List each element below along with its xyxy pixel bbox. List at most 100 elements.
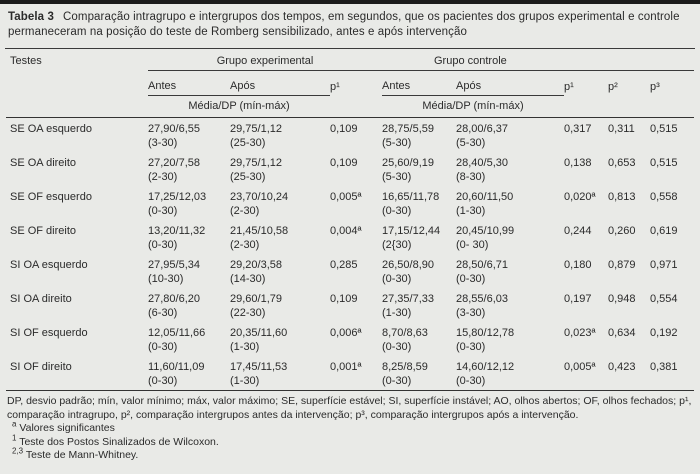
column-header-p-exp: p¹	[330, 80, 340, 93]
p3-value: 0,619	[650, 220, 694, 254]
footnote-text: Teste dos Postos Sinalizados de Wilcoxon…	[19, 435, 219, 448]
table-row: SI OA esquerdo 27,95/5,34 (10-30) 29,20/3,5…	[6, 254, 694, 288]
cell-range: (1-30)	[382, 306, 412, 319]
cell-range: (2-30)	[230, 238, 260, 251]
spacer-cell	[330, 95, 382, 118]
cell-value: 0,311	[608, 123, 635, 135]
spacer-cell	[564, 95, 608, 118]
cell-value: 25,60/9,19	[382, 157, 434, 169]
p-exp-value: 0,109	[330, 152, 382, 186]
column-header-p3: p³	[650, 80, 660, 93]
cell-range: (5-30)	[456, 136, 486, 149]
results-table: Testes Grupo experimental Grupo controle…	[6, 49, 694, 390]
cell-value: SE OA direito	[10, 157, 77, 169]
exp-antes-value: 12,05/11,66 (0-30)	[148, 322, 230, 356]
cell-range: (1-30)	[230, 374, 260, 387]
footnote-text: DP, desvio padrão; mín, valor mínimo; má…	[7, 395, 692, 421]
p1-value: 0,023ª	[564, 322, 608, 356]
cell-value: 13,20/11,32	[148, 225, 206, 237]
p1-value: 0,138	[564, 152, 608, 186]
cell-value: 0,109	[330, 293, 358, 305]
cell-value: 0,006ª	[330, 327, 362, 339]
column-header-p1: p¹	[564, 80, 574, 93]
ctrl-apos-value: 28,55/6,03 (3-30)	[456, 288, 564, 322]
cell-value: 0,423	[608, 361, 636, 373]
test-name: SE OA esquerdo	[6, 118, 148, 153]
cell-value: 17,25/12,03	[148, 191, 207, 203]
ctrl-apos-value: 28,40/5,30 (8-30)	[456, 152, 564, 186]
p-exp-value: 0,006ª	[330, 322, 382, 356]
ctrl-antes-value: 8,25/8,59 (0-30)	[382, 356, 456, 390]
test-name: SI OA esquerdo	[6, 254, 148, 288]
cell-value: 20,35/11,60	[230, 327, 288, 339]
cell-value: SI OF esquerdo	[10, 327, 88, 339]
cell-value: 28,50/6,71	[456, 259, 508, 271]
cell-value: 28,75/5,59	[382, 123, 434, 135]
cell-value: 0,554	[650, 293, 678, 305]
cell-value: 0,180	[564, 259, 592, 271]
ctrl-antes-value: 27,35/7,33 (1-30)	[382, 288, 456, 322]
p3-value: 0,515	[650, 118, 694, 153]
p3-value: 0,381	[650, 356, 694, 390]
exp-antes-value: 27,95/5,34 (10-30)	[148, 254, 230, 288]
cell-value: 0,285	[330, 259, 358, 271]
ctrl-antes-value: 26,50/8,90 (0-30)	[382, 254, 456, 288]
p1-value: 0,317	[564, 118, 608, 153]
cell-range: (25-30)	[230, 136, 266, 149]
p2-value: 0,653	[608, 152, 650, 186]
cell-range: (2{30)	[382, 238, 412, 251]
p1-value: 0,180	[564, 254, 608, 288]
p3-value: 0,515	[650, 152, 694, 186]
cell-range: (2-30)	[230, 204, 260, 217]
cell-value: 0,260	[608, 225, 636, 237]
ctrl-apos-value: 14,60/12,12 (0-30)	[456, 356, 564, 390]
cell-value: 12,05/11,66	[148, 327, 206, 339]
top-rule	[0, 0, 700, 4]
cell-value: 0,020ª	[564, 191, 596, 203]
cell-range: (1-30)	[456, 204, 486, 217]
cell-range: (5-30)	[382, 170, 412, 183]
test-name: SI OA direito	[6, 288, 148, 322]
cell-range: (0-30)	[456, 340, 486, 353]
cell-value: SI OF direito	[10, 361, 72, 373]
cell-value: SI OA esquerdo	[10, 259, 88, 271]
spacer-cell	[650, 95, 694, 118]
cell-range: (0-30)	[456, 374, 486, 387]
column-header-apos-ctrl: Após	[456, 70, 564, 96]
p2-value: 0,423	[608, 356, 650, 390]
cell-range: (14-30)	[230, 272, 266, 285]
exp-apos-value: 23,70/10,24 (2-30)	[230, 186, 330, 220]
p2-value: 0,311	[608, 118, 650, 153]
p-exp-value: 0,285	[330, 254, 382, 288]
table-number: Tabela 3	[8, 11, 54, 23]
cell-value: 17,45/11,53	[230, 361, 288, 373]
cell-value: 28,00/6,37	[456, 123, 508, 135]
cell-range: (0-30)	[382, 272, 412, 285]
cell-value: 0,001ª	[330, 361, 362, 373]
exp-apos-value: 20,35/11,60 (1-30)	[230, 322, 330, 356]
cell-range: (2-30)	[148, 170, 178, 183]
ctrl-apos-value: 28,00/6,37 (5-30)	[456, 118, 564, 153]
footnote-marker: 1	[12, 433, 17, 442]
p1-value: 0,020ª	[564, 186, 608, 220]
cell-value: 0,138	[564, 157, 592, 169]
exp-apos-value: 17,45/11,53 (1-30)	[230, 356, 330, 390]
cell-value: 0,005ª	[564, 361, 596, 373]
cell-value: SE OF direito	[10, 225, 77, 237]
cell-range: (0-30)	[148, 374, 178, 387]
exp-antes-value: 13,20/11,32 (0-30)	[148, 220, 230, 254]
cell-value: 20,45/10,99	[456, 225, 515, 237]
cell-value: 0,515	[650, 157, 678, 169]
p1-value: 0,197	[564, 288, 608, 322]
p2-value: 0,260	[608, 220, 650, 254]
cell-value: SI OA direito	[10, 293, 72, 305]
cell-value: 11,60/11,09	[148, 361, 205, 373]
exp-antes-value: 27,90/6,55 (3-30)	[148, 118, 230, 153]
ctrl-antes-value: 17,15/12,44 (2{30)	[382, 220, 456, 254]
cell-range: (1-30)	[230, 340, 260, 353]
cell-value: 0,653	[608, 157, 636, 169]
column-header-tests: Testes	[6, 49, 148, 118]
cell-value: 0,109	[330, 123, 358, 135]
cell-value: 21,45/10,58	[230, 225, 289, 237]
table-row: SE OA direito 27,20/7,58 (2-30) 29,75/1,12(…	[6, 152, 694, 186]
